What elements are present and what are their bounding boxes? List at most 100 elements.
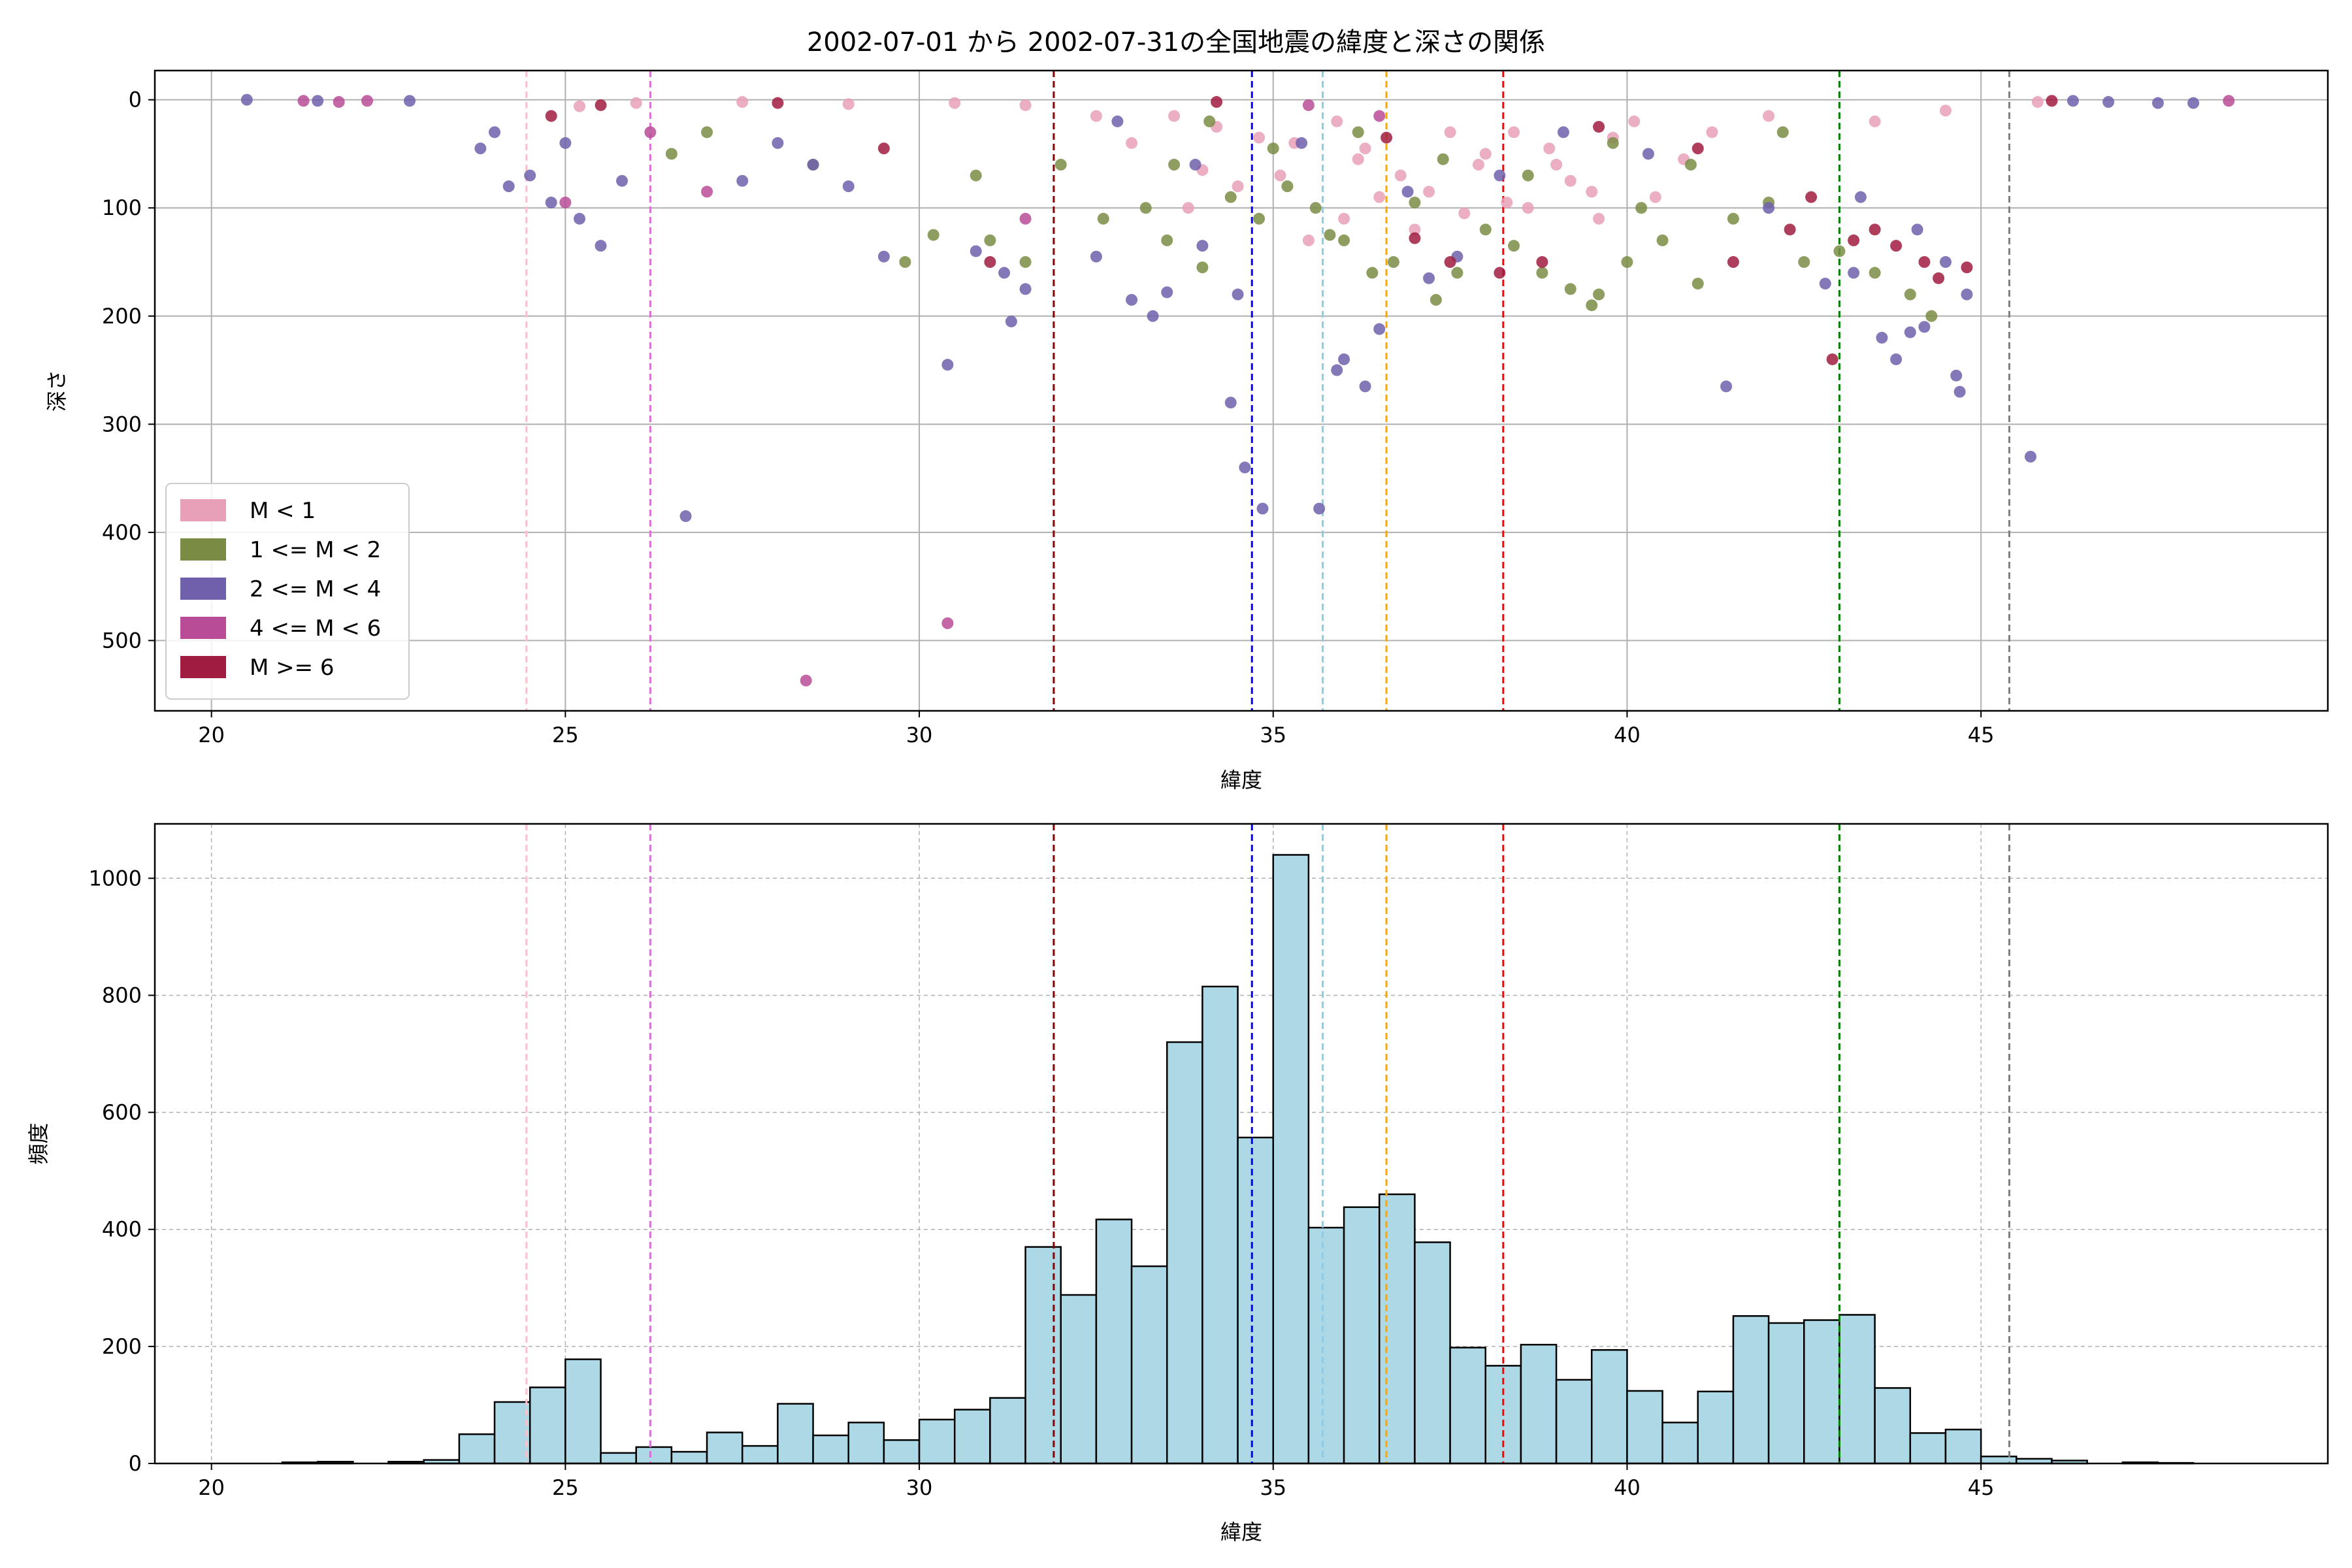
data-point	[842, 180, 855, 193]
x-tick-label: 40	[1614, 723, 1641, 747]
data-point	[559, 137, 572, 149]
data-point	[524, 169, 536, 182]
data-point	[1536, 256, 1548, 269]
data-point	[772, 97, 784, 109]
data-point	[1508, 240, 1520, 252]
data-point	[1635, 202, 1648, 214]
data-point	[1904, 326, 1916, 338]
data-point	[1409, 232, 1421, 244]
data-point	[1950, 369, 1963, 382]
data-point	[1763, 110, 1775, 122]
data-point	[1423, 272, 1435, 284]
data-point	[679, 510, 692, 523]
data-point	[1494, 169, 1506, 182]
series-4	[297, 95, 2235, 687]
data-point	[1366, 267, 1379, 279]
data-point	[1409, 196, 1421, 208]
legend-entry: M >= 6	[250, 655, 335, 681]
data-point	[574, 100, 586, 112]
histogram-bar	[1343, 1206, 1380, 1465]
data-point	[1472, 159, 1484, 171]
data-point	[1147, 310, 1159, 322]
histogram-bar	[1838, 1314, 1876, 1465]
data-point	[1189, 159, 1201, 171]
data-point	[1494, 267, 1506, 279]
data-point	[970, 169, 982, 182]
x-tick-label: 20	[198, 723, 225, 747]
data-point	[559, 196, 572, 208]
data-point	[1593, 288, 1605, 301]
histogram-bar	[1060, 1294, 1098, 1465]
y-tick-label: 200	[102, 1334, 142, 1359]
data-point	[1543, 142, 1556, 155]
data-point	[1224, 191, 1237, 203]
data-point	[1869, 115, 1881, 127]
data-point	[1939, 256, 1952, 269]
data-point	[1961, 288, 1973, 301]
data-point	[1656, 234, 1669, 246]
data-point	[1628, 115, 1641, 127]
data-point	[1522, 169, 1534, 182]
histogram-bar	[706, 1431, 743, 1465]
data-point	[1727, 212, 1739, 225]
data-point	[1256, 502, 1269, 515]
data-point	[1387, 256, 1399, 269]
data-point	[1826, 353, 1838, 365]
data-point	[701, 186, 713, 198]
plot-frame	[154, 823, 2329, 1465]
data-point	[1331, 115, 1343, 127]
data-point	[1302, 234, 1315, 246]
histogram-bar	[1095, 1218, 1133, 1465]
data-point	[1394, 169, 1407, 182]
data-point	[1925, 310, 1938, 322]
legend-entry: 1 <= M < 2	[250, 537, 381, 563]
data-point	[630, 97, 642, 109]
data-point	[1706, 126, 1718, 139]
data-point	[807, 159, 819, 171]
data-point	[1139, 202, 1152, 214]
data-point	[1309, 202, 1322, 214]
data-point	[474, 142, 487, 155]
data-point	[1380, 131, 1393, 144]
y-tick-label: 100	[102, 195, 142, 220]
histogram-bar	[1555, 1379, 1593, 1465]
data-point	[1211, 96, 1223, 108]
data-point	[1253, 212, 1266, 225]
data-point	[1564, 283, 1576, 295]
data-point	[404, 95, 416, 107]
data-point	[1373, 191, 1386, 203]
histogram-bar	[1201, 985, 1239, 1465]
x-tick-label: 25	[552, 1475, 579, 1500]
x-tick-label: 45	[1968, 1475, 1995, 1500]
data-point	[595, 240, 607, 252]
data-point	[1918, 256, 1931, 269]
histogram-bar	[1379, 1193, 1416, 1465]
data-point	[616, 174, 629, 187]
data-point	[1019, 283, 1032, 295]
data-point	[1479, 223, 1492, 236]
legend-entry: 4 <= M < 6	[250, 615, 381, 642]
histogram-bar	[1767, 1322, 1805, 1465]
data-point	[1684, 159, 1697, 171]
histogram-bar	[1449, 1347, 1487, 1465]
data-point	[1019, 99, 1032, 111]
data-point	[984, 234, 996, 246]
data-point	[1854, 191, 1867, 203]
plot-frame	[154, 69, 2329, 712]
data-point	[2031, 96, 2044, 108]
data-point	[1359, 380, 1371, 393]
data-point	[1401, 186, 1414, 198]
data-point	[1593, 212, 1605, 225]
legend-swatch	[180, 538, 226, 561]
data-point	[1918, 321, 1931, 333]
data-point	[998, 267, 1011, 279]
data-point	[1437, 153, 1449, 165]
data-point	[1352, 126, 1364, 139]
data-point	[1444, 126, 1456, 139]
histogram-bar	[847, 1422, 885, 1465]
data-point	[941, 617, 954, 629]
data-point	[574, 212, 586, 225]
chart-title: 2002-07-01 から 2002-07-31の全国地震の緯度と深さの関係	[807, 27, 1545, 57]
data-point	[1168, 159, 1181, 171]
